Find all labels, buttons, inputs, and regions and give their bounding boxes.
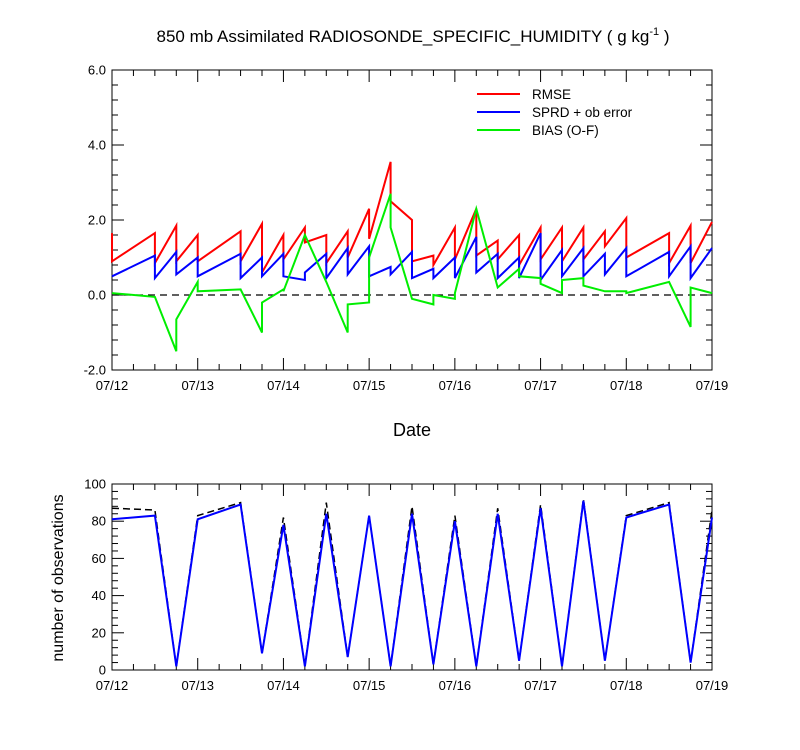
bottom-y-tick-label: 60 bbox=[92, 551, 106, 566]
legend-label-sprd-ob-error: SPRD + ob error bbox=[532, 105, 633, 120]
bottom-y-tick-label: 20 bbox=[92, 625, 106, 640]
top-x-tick-label: 07/15 bbox=[353, 378, 386, 393]
bottom-x-tick-label: 07/17 bbox=[524, 678, 557, 693]
bottom-y-tick-label: 40 bbox=[92, 588, 106, 603]
bottom-x-tick-label: 07/19 bbox=[696, 678, 729, 693]
top-y-tick-label: 4.0 bbox=[88, 138, 106, 153]
bottom-x-tick-label: 07/16 bbox=[439, 678, 472, 693]
bottom-y-tick-label: 100 bbox=[84, 477, 106, 492]
bottom-x-tick-label: 07/18 bbox=[610, 678, 643, 693]
top-x-tick-label: 07/12 bbox=[96, 378, 129, 393]
top-series-bias-o-f bbox=[111, 193, 713, 352]
bottom-x-tick-label: 07/14 bbox=[267, 678, 300, 693]
legend-label-bias-o-f: BIAS (O-F) bbox=[532, 123, 599, 138]
bottom-plot-panel: 07/12 07/13 07/14 07/15 07/16 07/17 07/18 07/19… bbox=[84, 477, 728, 694]
bottom-y-tick-label: 80 bbox=[92, 514, 106, 529]
x-axis-title: Date bbox=[393, 420, 431, 440]
legend: RMSE SPRD + ob error BIAS (O-F) bbox=[477, 87, 633, 138]
top-x-tick-label: 07/14 bbox=[267, 378, 300, 393]
bottom-x-tick-label: 07/15 bbox=[353, 678, 386, 693]
top-x-tick-label: 07/17 bbox=[524, 378, 557, 393]
top-x-tick-label: 07/16 bbox=[439, 378, 472, 393]
bottom-x-tick-label: 07/12 bbox=[96, 678, 129, 693]
top-x-tick-label: 07/18 bbox=[610, 378, 643, 393]
bottom-series-possible bbox=[111, 498, 713, 667]
top-y-tick-label: -2.0 bbox=[84, 363, 106, 378]
top-y-tick-label: 2.0 bbox=[88, 213, 106, 228]
y-axis-title-bottom: number of observations bbox=[50, 494, 67, 661]
top-y-tick-label: 6.0 bbox=[88, 63, 106, 78]
top-x-tick-label: 07/13 bbox=[181, 378, 214, 393]
top-series-sprd-ob-error bbox=[111, 232, 713, 284]
bottom-series-assimilated bbox=[111, 500, 713, 667]
chart-title: 850 mb Assimilated RADIOSONDE_SPECIFIC_H… bbox=[157, 26, 670, 46]
bottom-x-tick-label: 07/13 bbox=[181, 678, 214, 693]
bottom-y-tick-label: 0 bbox=[99, 663, 106, 678]
top-plot-panel: 07/12 07/13 07/14 07/15 07/16 07/17 07/18 07/19… bbox=[84, 63, 729, 394]
legend-label-rmse: RMSE bbox=[532, 87, 571, 102]
top-x-tick-label: 07/19 bbox=[696, 378, 729, 393]
top-y-tick-label: 0.0 bbox=[88, 288, 106, 303]
